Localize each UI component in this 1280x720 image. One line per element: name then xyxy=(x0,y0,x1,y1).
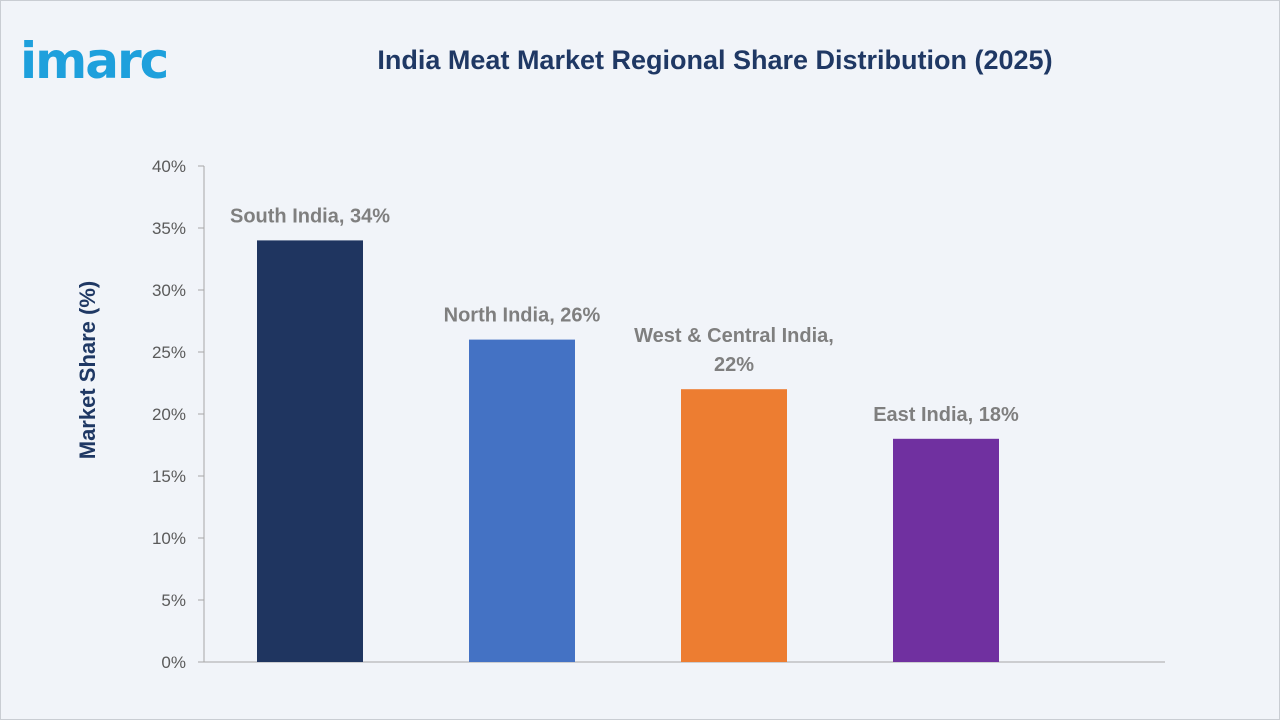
bar xyxy=(893,438,999,662)
y-tick-label: 5% xyxy=(161,591,186,610)
bar xyxy=(681,389,787,662)
y-axis: 0% 5% 10% 15% 20% 25% 30% 35% 40% xyxy=(152,157,1165,672)
y-tick-label: 30% xyxy=(152,281,186,300)
y-tick-label: 10% xyxy=(152,529,186,548)
imarc-logo: imarc xyxy=(20,32,169,90)
bar xyxy=(469,339,575,662)
y-tick-label: 40% xyxy=(152,157,186,176)
y-tick-label: 15% xyxy=(152,467,186,486)
y-tick-label: 35% xyxy=(152,219,186,238)
y-tick-label: 25% xyxy=(152,343,186,362)
data-label: East India, 18% xyxy=(873,404,1019,426)
bars xyxy=(257,240,999,662)
y-tick-label: 0% xyxy=(161,653,186,672)
data-label: West & Central India, xyxy=(634,325,834,347)
chart-title: India Meat Market Regional Share Distrib… xyxy=(377,45,1053,75)
y-tick-label: 20% xyxy=(152,405,186,424)
bar xyxy=(257,240,363,662)
data-labels: South India, 34% North India, 26% West & C… xyxy=(230,205,1019,425)
data-label: North India, 26% xyxy=(444,305,601,327)
data-label: 22% xyxy=(714,354,754,376)
data-label: South India, 34% xyxy=(230,205,390,227)
